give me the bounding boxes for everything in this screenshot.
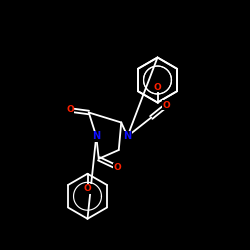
Text: O: O xyxy=(66,106,74,114)
Text: N: N xyxy=(92,131,100,141)
Text: O: O xyxy=(114,163,122,172)
Text: O: O xyxy=(154,83,162,92)
Text: N: N xyxy=(124,131,132,141)
Text: O: O xyxy=(163,100,170,110)
Text: O: O xyxy=(84,184,92,193)
